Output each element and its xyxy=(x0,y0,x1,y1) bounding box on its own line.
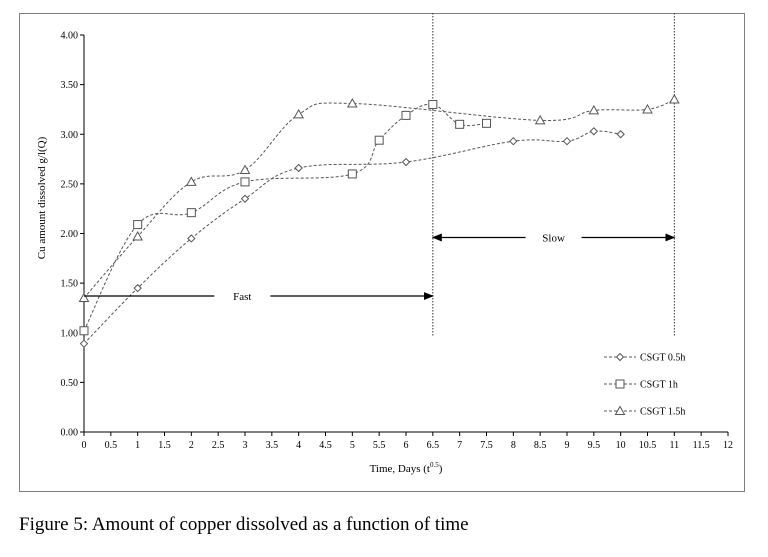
data-point-square xyxy=(79,326,89,336)
y-tick-label: 2.50 xyxy=(61,179,79,190)
legend-item: CSGT 1h xyxy=(604,379,678,391)
annotation-fast: Fast xyxy=(84,291,434,303)
annotation-label: Slow xyxy=(542,232,565,244)
x-tick-label: 11.5 xyxy=(693,440,710,451)
y-tick-label: 3.50 xyxy=(61,80,79,91)
annotation-label: Fast xyxy=(233,291,251,303)
x-tick-label: 9 xyxy=(565,440,570,451)
y-tick-label: 1.00 xyxy=(61,328,79,339)
x-tick-label: 7.5 xyxy=(480,440,493,451)
legend-marker-triangle xyxy=(614,405,626,415)
x-tick-label: 1 xyxy=(135,440,140,451)
x-tick-label: 4.5 xyxy=(319,440,332,451)
x-tick-label: 3 xyxy=(243,440,248,451)
series-line xyxy=(83,130,621,345)
x-tick-label: 2 xyxy=(189,440,194,451)
data-point-diamond xyxy=(240,194,250,203)
legend-marker-square xyxy=(615,379,625,389)
x-tick-label: 6.5 xyxy=(427,440,440,451)
x-tick-label: 1.5 xyxy=(158,440,171,451)
series-1 xyxy=(79,127,625,348)
y-tick-label: 4.00 xyxy=(61,31,79,42)
data-point-diamond xyxy=(509,136,518,146)
x-tick-label: 3.5 xyxy=(266,440,279,451)
series-2 xyxy=(79,99,491,336)
legend: CSGT 0.5h CSGT 1h CSGT 1.5h xyxy=(604,353,685,418)
chart: 0 0.5 1 1.5 2 2.5 3 3.5 4 4.5 5 5.5 6 6.5 7 7.5 8 8.5 9 9.5… xyxy=(36,13,733,475)
y-tick-label: 0.50 xyxy=(61,378,79,389)
y-tick-label: 3.00 xyxy=(61,130,79,141)
data-point-triangle xyxy=(185,176,197,186)
data-point-square xyxy=(401,110,411,120)
y-ticks: 0.00 0.50 1.00 1.50 2.00 2.50 3.00 3.50 4.00 xyxy=(61,31,84,439)
x-tick-label: 0 xyxy=(82,440,87,451)
legend-item: CSGT 1.5h xyxy=(604,405,685,418)
data-point-diamond xyxy=(562,136,572,146)
x-tick-label: 7 xyxy=(457,440,462,451)
annotation-slow: Slow xyxy=(431,232,676,244)
legend-item: CSGT 0.5h xyxy=(604,353,685,364)
data-point-diamond xyxy=(133,283,142,293)
x-tick-label: 11 xyxy=(670,440,680,451)
data-point-triangle xyxy=(588,104,600,115)
x-tick-label: 5 xyxy=(350,440,355,451)
series-line xyxy=(83,103,487,331)
x-axis-label: Time, Days (t0.5) xyxy=(370,461,443,475)
data-point-triangle xyxy=(642,103,653,114)
data-point-square xyxy=(240,177,250,187)
data-point-diamond xyxy=(187,234,196,243)
data-point-diamond xyxy=(616,130,625,139)
series-line xyxy=(83,99,675,299)
series-layer xyxy=(78,93,680,348)
x-tick-label: 8 xyxy=(511,440,516,451)
data-point-square xyxy=(374,135,384,145)
data-point-triangle xyxy=(78,292,90,303)
x-tick-label: 9.5 xyxy=(588,440,601,451)
data-point-diamond xyxy=(401,157,411,167)
legend-label: CSGT 0.5h xyxy=(640,353,685,364)
axes xyxy=(83,35,728,433)
x-tick-label: 12 xyxy=(723,440,733,451)
legend-label: CSGT 1.5h xyxy=(640,407,685,418)
chart-frame xyxy=(19,13,745,492)
y-axis-label: Cu amount dissolved g/l(Q) xyxy=(36,136,48,259)
data-point-triangle xyxy=(346,97,358,108)
x-tick-label: 2.5 xyxy=(212,440,225,451)
x-tick-label: 6 xyxy=(404,440,409,451)
series-3 xyxy=(78,93,680,303)
x-tick-label: 4 xyxy=(296,440,301,451)
x-ticks: 0 0.5 1 1.5 2 2.5 3 3.5 4 4.5 5 5.5 6 6.5 7 7.5 8 8.5 9 9.5… xyxy=(82,432,733,451)
data-point-square xyxy=(186,208,196,218)
y-tick-label: 0.00 xyxy=(61,428,79,439)
x-tick-label: 10 xyxy=(616,440,626,451)
y-tick-label: 1.50 xyxy=(61,279,79,290)
y-tick-label: 2.00 xyxy=(61,229,79,240)
figure-caption: Figure 5: Amount of copper dissolved as … xyxy=(19,514,469,535)
data-point-square xyxy=(133,220,143,230)
data-point-square xyxy=(482,118,491,128)
data-point-square xyxy=(428,99,438,109)
annotations: Fast Slow xyxy=(84,232,676,303)
x-tick-label: 0.5 xyxy=(105,440,118,451)
x-tick-label: 8.5 xyxy=(534,440,547,451)
data-point-triangle xyxy=(239,164,251,174)
data-point-diamond xyxy=(79,339,89,348)
data-point-square xyxy=(347,169,357,179)
data-point-triangle xyxy=(293,108,305,119)
data-point-square xyxy=(455,119,465,129)
divider-lines xyxy=(432,13,675,337)
legend-marker-diamond xyxy=(615,352,625,362)
x-tick-label: 5.5 xyxy=(373,440,386,451)
data-point-diamond xyxy=(294,163,303,173)
data-point-triangle xyxy=(132,230,144,241)
data-point-triangle xyxy=(668,93,680,104)
data-point-diamond xyxy=(589,127,599,136)
data-point-triangle xyxy=(534,114,546,125)
legend-label: CSGT 1h xyxy=(640,380,678,391)
x-tick-label: 10.5 xyxy=(639,440,657,451)
